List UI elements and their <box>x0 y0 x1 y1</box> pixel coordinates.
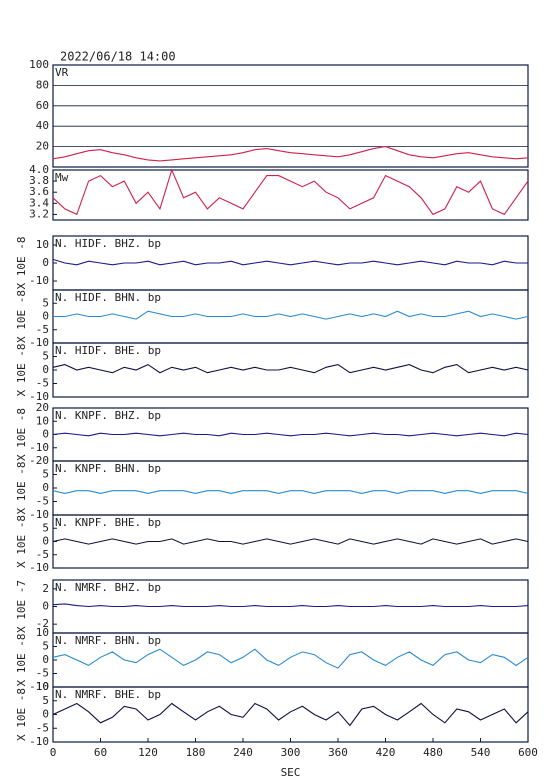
y-tick-label: -5 <box>36 667 49 680</box>
y-tick-label: 0 <box>42 256 49 269</box>
trace <box>53 310 529 320</box>
x-tick-label: 540 <box>471 746 491 759</box>
y-tick-label: 40 <box>36 119 49 132</box>
y-axis-label: X 10E -8 <box>15 462 28 515</box>
x-tick-label: 420 <box>376 746 396 759</box>
panel-label: N. HIDF. BHE. bp <box>55 344 161 357</box>
y-tick-label: 10 <box>36 238 49 251</box>
y-axis-label: X 10E -8 <box>15 688 28 741</box>
y-tick-label: -10 <box>29 508 49 521</box>
y-tick-label: 60 <box>36 99 49 112</box>
y-tick-label: 3.8 <box>29 174 49 187</box>
y-tick-label: 5 <box>42 350 49 363</box>
y-tick-label: 0 <box>42 535 49 548</box>
y-tick-label: -5 <box>36 377 49 390</box>
y-tick-label: -10 <box>29 561 49 574</box>
y-tick-label: 20 <box>36 401 49 414</box>
trace <box>52 432 529 437</box>
y-axis-label: X 10E -7 <box>15 580 28 633</box>
trace <box>52 146 529 162</box>
trace <box>52 258 528 266</box>
panel-label: N. KNPF. BHZ. bp <box>55 409 161 422</box>
panel-frame <box>52 64 529 168</box>
y-tick-label: 3.6 <box>29 185 49 198</box>
y-tick-label: -10 <box>29 390 49 403</box>
y-tick-label: 2 <box>42 582 49 595</box>
y-tick-label: 4.0 <box>29 163 49 176</box>
y-tick-label: -10 <box>29 735 49 748</box>
y-tick-label: 10 <box>36 626 49 639</box>
y-tick-label: -10 <box>29 441 49 454</box>
y-tick-label: 0 <box>42 363 49 376</box>
panel-label: N. HIDF. BHN. bp <box>55 291 161 304</box>
trace <box>52 603 529 608</box>
trace <box>52 490 529 494</box>
panel-label: N. HIDF. BHZ. bp <box>55 237 161 250</box>
y-tick-label: 5 <box>42 521 49 534</box>
y-tick-label: 3.2 <box>29 207 49 220</box>
panel-label: N. NMRF. BHZ. bp <box>55 581 161 594</box>
y-axis-label: X 10E -8 <box>15 634 28 687</box>
y-tick-label: -5 <box>36 548 49 561</box>
y-tick-label: -2 <box>36 617 49 630</box>
trace <box>52 648 529 669</box>
y-axis-label: X 10E -8 <box>15 515 28 568</box>
y-tick-label: -10 <box>29 680 49 693</box>
y-axis-label: X 10E -8 <box>15 408 28 461</box>
y-tick-label: 5 <box>42 296 49 309</box>
y-tick-label: 0 <box>42 481 49 494</box>
y-tick-label: 10 <box>36 680 49 693</box>
panel-label: N. NMRF. BHN. bp <box>55 634 161 647</box>
x-tick-label: 120 <box>138 746 158 759</box>
y-tick-label: 5 <box>42 694 49 707</box>
y-axis-label: X 10E -8 <box>15 237 28 290</box>
y-tick-label: 3.4 <box>29 196 49 209</box>
y-tick-label: -5 <box>36 495 49 508</box>
chart-title: 2022/06/18 14:00 <box>60 50 176 64</box>
x-tick-label: 0 <box>50 746 57 759</box>
x-tick-label: 180 <box>186 746 206 759</box>
x-tick-label: 480 <box>423 746 443 759</box>
panel-label: VR <box>55 66 69 79</box>
trace <box>52 702 529 727</box>
x-tick-label: 60 <box>94 746 107 759</box>
y-axis-label: X 10E -8 <box>15 344 28 397</box>
x-tick-label: 600 <box>518 746 538 759</box>
y-tick-label: 0 <box>42 708 49 721</box>
panel-frame <box>52 169 529 221</box>
y-tick-label: -20 <box>29 454 49 467</box>
y-tick-label: 0 <box>42 310 49 323</box>
y-tick-label: 20 <box>36 140 49 153</box>
y-axis-label: X 10E -8 <box>15 290 28 343</box>
trace <box>52 538 529 545</box>
y-tick-label: 0 <box>42 653 49 666</box>
x-tick-label: 360 <box>328 746 348 759</box>
trace <box>52 168 529 216</box>
panel-label: N. KNPF. BHE. bp <box>55 516 161 529</box>
x-tick-label: 240 <box>233 746 253 759</box>
y-tick-label: 5 <box>42 468 49 481</box>
y-tick-label: -5 <box>36 323 49 336</box>
panel-label: N. KNPF. BHN. bp <box>55 462 161 475</box>
y-tick-label: 100 <box>29 58 49 71</box>
panel-label: Mw <box>55 171 69 184</box>
y-tick-label: 10 <box>36 414 49 427</box>
panel-label: N. NMRF. BHE. bp <box>55 688 161 701</box>
y-tick-label: 5 <box>42 640 49 653</box>
x-axis-label: SEC <box>281 766 301 779</box>
y-tick-label: 80 <box>36 78 49 91</box>
y-tick-label: -10 <box>29 336 49 349</box>
y-tick-label: 0 <box>42 600 49 613</box>
y-tick-label: -5 <box>36 721 49 734</box>
y-tick-label: -10 <box>29 274 49 287</box>
x-tick-label: 300 <box>281 746 301 759</box>
y-tick-label: 0 <box>42 428 49 441</box>
trace <box>52 363 529 374</box>
